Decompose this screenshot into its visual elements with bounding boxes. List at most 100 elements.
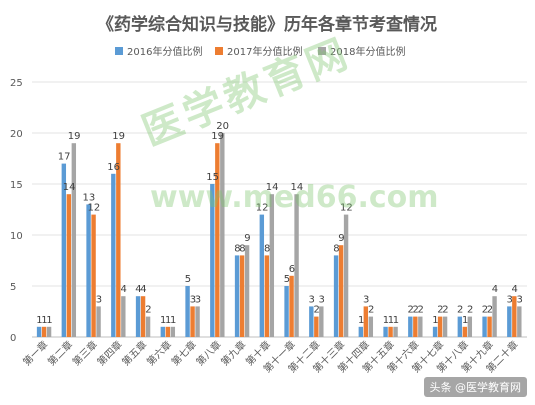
- legend-label: 2017年分值比例: [227, 45, 302, 58]
- x-tick-label: 第九章: [218, 338, 248, 368]
- legend-label: 2018年分值比例: [330, 45, 405, 58]
- watermark-url: www.med66.com: [150, 180, 439, 215]
- data-label: 2: [437, 305, 443, 316]
- bar: [121, 296, 126, 337]
- data-label: 9: [338, 233, 344, 244]
- data-label: 15: [206, 172, 219, 183]
- bar: [140, 296, 146, 337]
- bar: [259, 214, 265, 337]
- data-label: 4: [135, 284, 141, 295]
- data-label: 19: [211, 131, 224, 142]
- bar: [244, 245, 250, 337]
- data-label: 3: [516, 294, 522, 305]
- bar: [116, 143, 121, 337]
- bar: [71, 143, 77, 337]
- bar: [343, 214, 349, 337]
- bar: [512, 296, 517, 337]
- data-label: 8: [239, 243, 245, 254]
- bar: [383, 326, 388, 337]
- data-label: 2: [487, 305, 493, 316]
- data-label: 5: [185, 274, 191, 285]
- bar: [239, 255, 245, 337]
- data-label: 1: [165, 315, 171, 326]
- x-tick-label: 第三章: [70, 338, 100, 368]
- bar: [294, 194, 299, 337]
- y-axis-ticks: 0 5 10 15 20 25: [10, 78, 23, 344]
- legend-item: 2016年分值比例: [115, 45, 202, 58]
- bar: [160, 326, 166, 337]
- data-label: 20: [216, 121, 229, 132]
- bar: [195, 306, 200, 337]
- x-tick-label: 第七章: [169, 338, 199, 368]
- bar: [467, 316, 473, 337]
- data-label: 3: [195, 294, 201, 305]
- bar: [309, 306, 314, 337]
- data-label: 2: [368, 305, 374, 316]
- legend-item: 2018年分值比例: [318, 45, 405, 58]
- bar: [86, 204, 91, 337]
- y-tick-label: 25: [10, 78, 23, 89]
- bar: [220, 133, 225, 337]
- legend: 2016年分值比例 2017年分值比例 2018年分值比例: [115, 45, 405, 58]
- data-label: 1: [393, 315, 399, 326]
- bar: [61, 163, 67, 337]
- data-label: 12: [340, 203, 353, 214]
- data-label: 2: [482, 305, 488, 316]
- bar: [517, 306, 522, 337]
- x-tick-label: 第五章: [119, 338, 149, 368]
- data-label: 14: [291, 182, 304, 193]
- data-label: 2: [412, 305, 418, 316]
- x-tick-label: 第二章: [45, 338, 75, 368]
- data-label: 12: [88, 203, 101, 214]
- data-label: 3: [363, 294, 369, 305]
- data-label: 4: [120, 284, 126, 295]
- data-label: 1: [41, 315, 47, 326]
- bar: [432, 326, 438, 337]
- x-tick-label: 第一章: [20, 338, 50, 368]
- bar: [91, 214, 96, 337]
- y-tick-label: 15: [10, 180, 23, 191]
- data-label: 3: [96, 294, 102, 305]
- data-label: 3: [318, 294, 324, 305]
- data-label: 3: [190, 294, 196, 305]
- bar: [111, 173, 116, 337]
- bar: [358, 326, 364, 337]
- data-label: 1: [170, 315, 176, 326]
- data-label: 6: [289, 264, 295, 275]
- data-label: 2: [407, 305, 413, 316]
- data-label: 4: [511, 284, 517, 295]
- bar: [41, 326, 47, 337]
- data-label: 1: [160, 315, 166, 326]
- bar: [442, 316, 448, 337]
- chart-title: 《药学综合知识与技能》历年各章节考查情况: [97, 14, 437, 35]
- bars: [36, 133, 522, 337]
- bar: [462, 326, 468, 337]
- bar: [36, 326, 42, 337]
- bar: [363, 306, 369, 337]
- data-label: 1: [462, 315, 468, 326]
- bar: [284, 286, 289, 337]
- data-label: 8: [264, 243, 270, 254]
- bar: [165, 326, 171, 337]
- data-label: 19: [68, 131, 81, 142]
- bar: [215, 143, 220, 337]
- y-tick-label: 5: [10, 282, 16, 293]
- bar: [234, 255, 240, 337]
- bar: [418, 316, 423, 337]
- data-label: 2: [457, 305, 463, 316]
- bar: [457, 316, 463, 337]
- bar: [437, 316, 443, 337]
- data-label: 12: [256, 203, 269, 214]
- bar: [507, 306, 512, 337]
- bar: [338, 245, 344, 337]
- legend-item: 2017年分值比例: [215, 45, 302, 58]
- data-label: 4: [140, 284, 146, 295]
- bar: [408, 316, 413, 337]
- data-label: 16: [107, 162, 120, 173]
- bar: [487, 316, 492, 337]
- data-label: 14: [63, 182, 76, 193]
- bar: [368, 316, 374, 337]
